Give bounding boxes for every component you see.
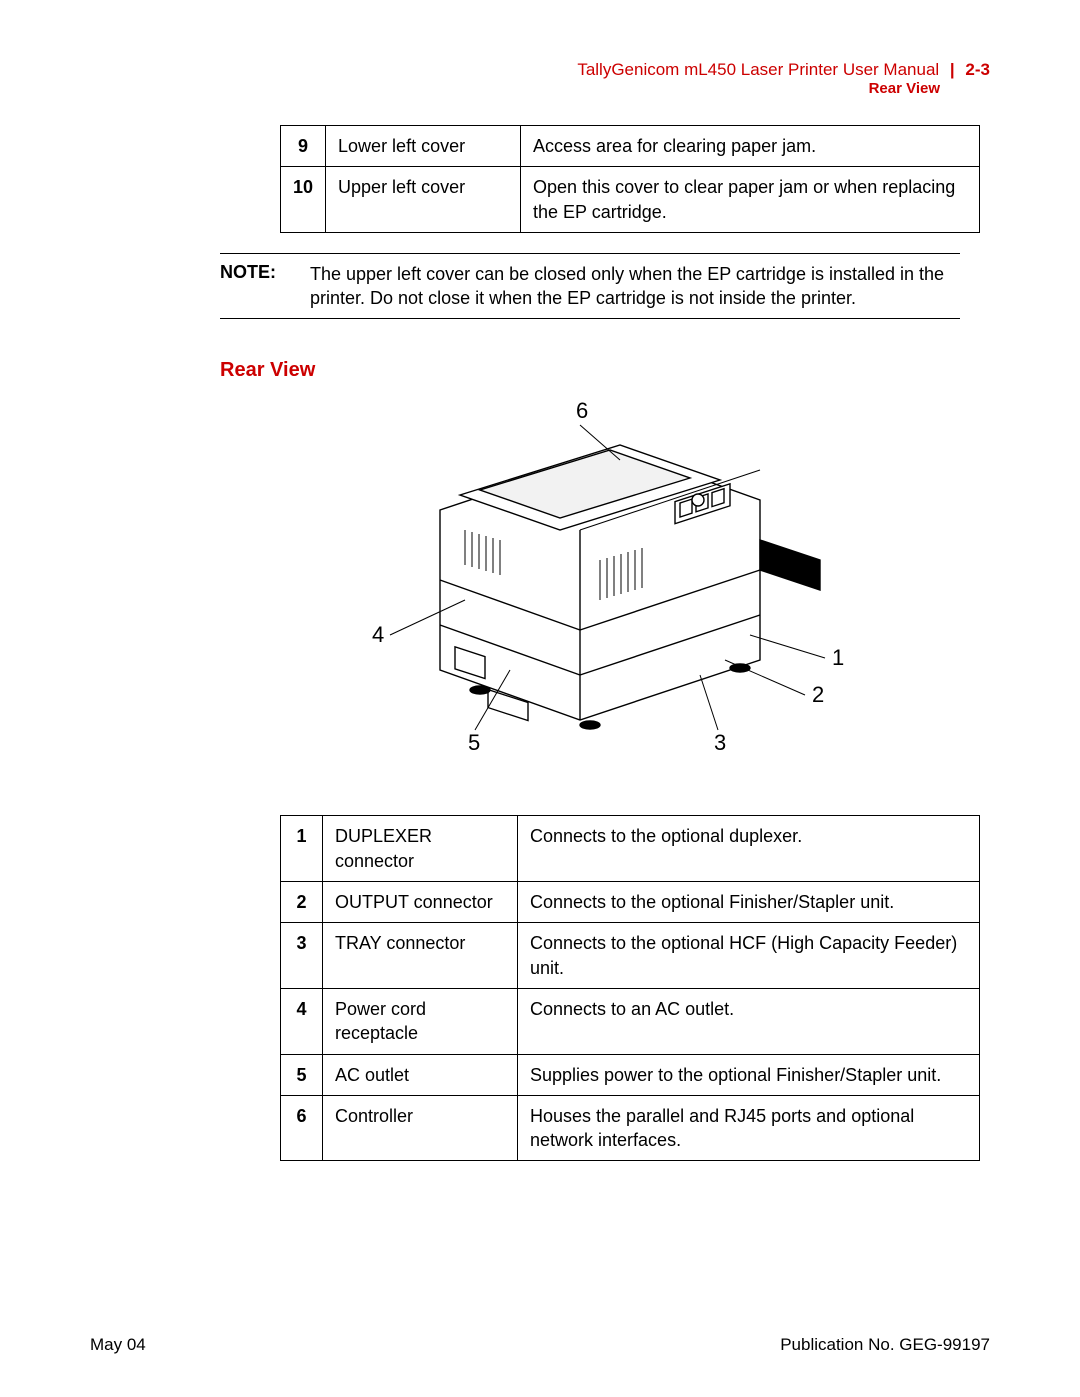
part-number: 3 — [281, 923, 323, 989]
part-desc: Connects to an AC outlet. — [518, 988, 980, 1054]
table-row: 3 TRAY connector Connects to the optiona… — [281, 923, 980, 989]
header-line-1: TallyGenicom mL450 Laser Printer User Ma… — [90, 60, 990, 80]
part-desc: Connects to the optional HCF (High Capac… — [518, 923, 980, 989]
table-row: 9 Lower left cover Access area for clear… — [281, 126, 980, 167]
part-name: Lower left cover — [326, 126, 521, 167]
note-text: The upper left cover can be closed only … — [310, 262, 960, 311]
part-name: TRAY connector — [323, 923, 518, 989]
table-row: 10 Upper left cover Open this cover to c… — [281, 167, 980, 233]
part-number: 10 — [281, 167, 326, 233]
part-name: Power cord receptacle — [323, 988, 518, 1054]
callout-3: 3 — [714, 730, 726, 755]
part-desc: Supplies power to the optional Finisher/… — [518, 1054, 980, 1095]
table-row: 6 Controller Houses the parallel and RJ4… — [281, 1095, 980, 1161]
footer-date: May 04 — [90, 1335, 146, 1355]
part-number: 5 — [281, 1054, 323, 1095]
part-desc: Connects to the optional duplexer. — [518, 816, 980, 882]
callout-6: 6 — [576, 398, 588, 423]
part-desc: Connects to the optional Finisher/Staple… — [518, 882, 980, 923]
manual-title: TallyGenicom mL450 Laser Printer User Ma… — [577, 60, 939, 79]
part-number: 2 — [281, 882, 323, 923]
table-row: 1 DUPLEXER connector Connects to the opt… — [281, 816, 980, 882]
callout-2: 2 — [812, 682, 824, 707]
rear-parts-table: 1 DUPLEXER connector Connects to the opt… — [280, 815, 980, 1161]
header-section: Rear View — [90, 80, 990, 97]
table-row: 4 Power cord receptacle Connects to an A… — [281, 988, 980, 1054]
note-label: NOTE: — [220, 262, 310, 311]
callout-1: 1 — [832, 645, 844, 670]
table-row: 5 AC outlet Supplies power to the option… — [281, 1054, 980, 1095]
footer-publication: Publication No. GEG-99197 — [780, 1335, 990, 1355]
part-name: DUPLEXER connector — [323, 816, 518, 882]
callout-4: 4 — [372, 622, 384, 647]
part-number: 6 — [281, 1095, 323, 1161]
part-desc: Houses the parallel and RJ45 ports and o… — [518, 1095, 980, 1161]
part-number: 9 — [281, 126, 326, 167]
page-number: 2-3 — [965, 60, 990, 79]
part-name: AC outlet — [323, 1054, 518, 1095]
part-name: Controller — [323, 1095, 518, 1161]
printer-diagram: 6 4 5 3 2 1 — [220, 390, 960, 775]
callout-5: 5 — [468, 730, 480, 755]
page-footer: May 04 Publication No. GEG-99197 — [90, 1335, 990, 1355]
table-row: 2 OUTPUT connector Connects to the optio… — [281, 882, 980, 923]
part-name: Upper left cover — [326, 167, 521, 233]
header-separator: | — [944, 60, 961, 79]
part-desc: Access area for clearing paper jam. — [521, 126, 980, 167]
page-header: TallyGenicom mL450 Laser Printer User Ma… — [90, 60, 990, 97]
part-number: 4 — [281, 988, 323, 1054]
top-parts-table: 9 Lower left cover Access area for clear… — [280, 125, 980, 233]
part-name: OUTPUT connector — [323, 882, 518, 923]
note-block: NOTE: The upper left cover can be closed… — [220, 253, 960, 320]
part-number: 1 — [281, 816, 323, 882]
part-desc: Open this cover to clear paper jam or wh… — [521, 167, 980, 233]
section-heading: Rear View — [220, 359, 960, 382]
